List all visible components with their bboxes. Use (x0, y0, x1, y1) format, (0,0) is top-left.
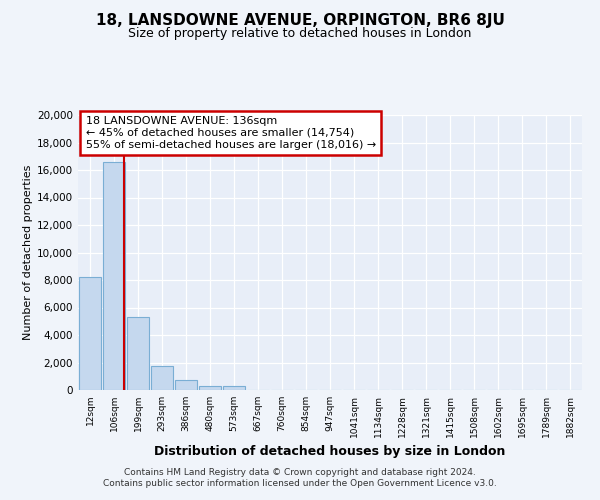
X-axis label: Distribution of detached houses by size in London: Distribution of detached houses by size … (154, 446, 506, 458)
Y-axis label: Number of detached properties: Number of detached properties (23, 165, 33, 340)
Bar (199, 386, 221, 390)
Bar (223, 386, 245, 390)
Bar (175, 380, 197, 390)
Bar (79, 277, 101, 390)
Text: Contains HM Land Registry data © Crown copyright and database right 2024.
Contai: Contains HM Land Registry data © Crown c… (103, 468, 497, 487)
Bar (127, 317, 149, 390)
Text: 18 LANSDOWNE AVENUE: 136sqm
← 45% of detached houses are smaller (14,754)
55% of: 18 LANSDOWNE AVENUE: 136sqm ← 45% of det… (86, 116, 376, 150)
Bar (151, 366, 173, 390)
Text: 18, LANSDOWNE AVENUE, ORPINGTON, BR6 8JU: 18, LANSDOWNE AVENUE, ORPINGTON, BR6 8JU (95, 12, 505, 28)
Text: Size of property relative to detached houses in London: Size of property relative to detached ho… (128, 28, 472, 40)
Bar (103, 162, 125, 390)
